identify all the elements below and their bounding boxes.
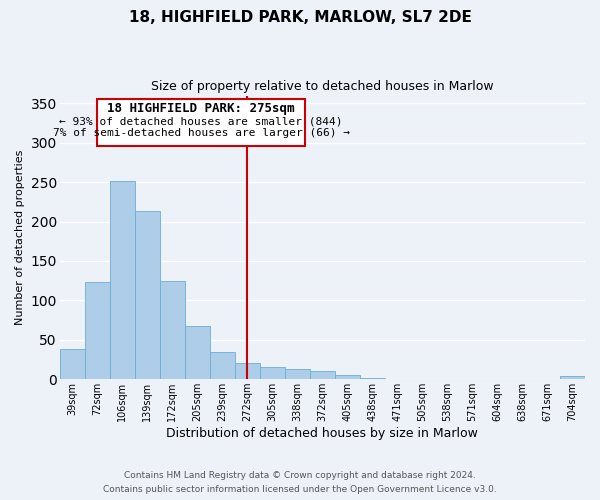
X-axis label: Distribution of detached houses by size in Marlow: Distribution of detached houses by size … [166, 427, 478, 440]
Bar [260, 366, 285, 379]
Bar [560, 376, 585, 379]
Bar [85, 282, 110, 379]
Bar [97, 98, 305, 146]
Text: 18 HIGHFIELD PARK: 275sqm: 18 HIGHFIELD PARK: 275sqm [107, 102, 295, 116]
Text: 7% of semi-detached houses are larger (66) →: 7% of semi-detached houses are larger (6… [53, 128, 350, 138]
Y-axis label: Number of detached properties: Number of detached properties [15, 150, 25, 325]
Bar [60, 349, 85, 379]
Bar [360, 378, 385, 379]
Text: Contains public sector information licensed under the Open Government Licence v3: Contains public sector information licen… [103, 484, 497, 494]
Bar [285, 369, 310, 379]
Bar [135, 212, 160, 379]
Title: Size of property relative to detached houses in Marlow: Size of property relative to detached ho… [151, 80, 494, 93]
Bar [210, 352, 235, 379]
Bar [110, 180, 135, 379]
Text: Contains HM Land Registry data © Crown copyright and database right 2024.: Contains HM Land Registry data © Crown c… [124, 472, 476, 480]
Bar [235, 364, 260, 379]
Bar [335, 375, 360, 379]
Bar [160, 282, 185, 379]
Text: ← 93% of detached houses are smaller (844): ← 93% of detached houses are smaller (84… [59, 116, 343, 126]
Bar [310, 372, 335, 379]
Text: 18, HIGHFIELD PARK, MARLOW, SL7 2DE: 18, HIGHFIELD PARK, MARLOW, SL7 2DE [128, 10, 472, 25]
Bar [185, 326, 210, 379]
